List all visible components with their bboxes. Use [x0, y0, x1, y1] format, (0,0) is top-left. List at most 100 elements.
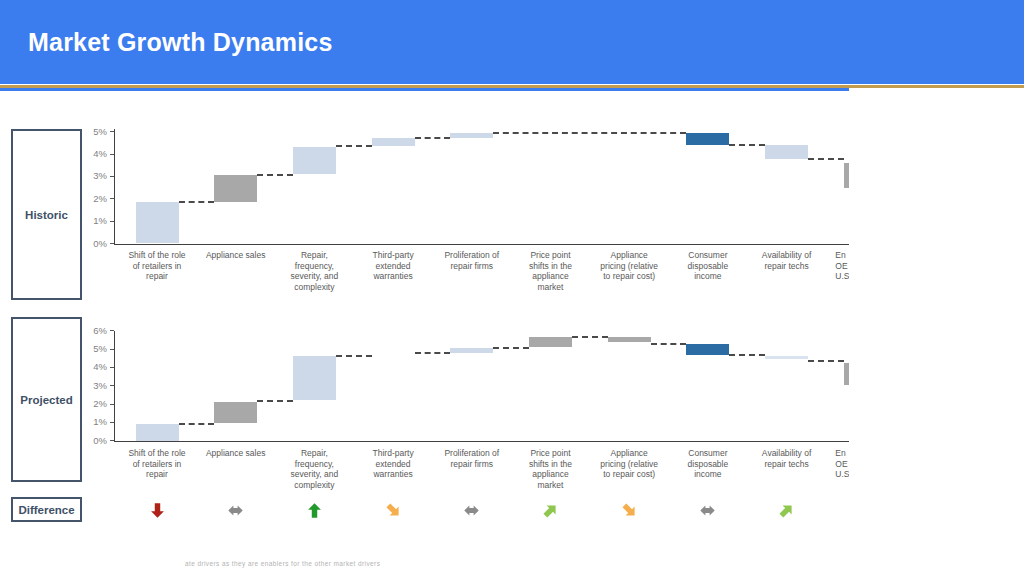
x-axis-Historic [114, 244, 850, 246]
category-label: Price pointshifts in theappliancemarket [511, 448, 590, 490]
category-label-line: En [835, 448, 849, 459]
category-label-line: Availability of [747, 250, 826, 261]
category-label: Appliance sales [196, 250, 275, 261]
category-label: Appliancepricing (relativeto repair cost… [590, 448, 669, 480]
header-bar: Market Growth Dynamics [0, 0, 1024, 84]
waterfall-bar [136, 202, 179, 243]
y-tick-Projected [110, 422, 114, 423]
category-label: Third-partyextendedwarranties [354, 250, 433, 282]
waterfall-connector [493, 132, 686, 134]
slide: Market Growth Dynamics Historic Projecte… [0, 0, 1024, 576]
category-label-line: Price point [511, 250, 590, 261]
category-label: Availability ofrepair techs [747, 448, 826, 469]
down-arrow-icon [149, 502, 166, 519]
waterfall-connector [729, 354, 765, 356]
y-tick-label-Historic: 3% [75, 171, 107, 181]
waterfall-bar [136, 424, 179, 440]
category-label: Consumerdisposableincome [669, 448, 748, 480]
y-tick-label-Projected: 4% [75, 362, 107, 372]
chart-area: Historic Projected Difference 5%4%3%2%1%… [0, 129, 849, 523]
historic-row-label-box: Historic [11, 129, 82, 300]
category-label-line: shifts in the [511, 459, 590, 470]
y-axis-Projected [114, 331, 116, 442]
down-right-arrow-icon [621, 502, 638, 519]
y-tick-label-Historic: 5% [75, 129, 107, 137]
category-label: Shift of the roleof retailers inrepair [118, 250, 197, 282]
category-label-line: complexity [275, 480, 354, 491]
y-tick-Historic [110, 243, 114, 244]
category-label-line: Repair, [275, 448, 354, 459]
y-tick-Projected [110, 440, 114, 441]
waterfall-connector [415, 352, 451, 354]
category-label: Third-partyextendedwarranties [354, 448, 433, 480]
historic-label: Historic [25, 209, 68, 221]
projected-label: Projected [20, 394, 72, 406]
category-label: Proliferation ofrepair firms [433, 448, 512, 469]
category-label-line: income [669, 469, 748, 480]
blue-divider-line [0, 88, 849, 91]
difference-label: Difference [18, 504, 74, 516]
category-label-line: Appliance sales [196, 448, 275, 459]
category-label-line: Third-party [354, 250, 433, 261]
waterfall-connector [808, 158, 844, 160]
waterfall-bar [844, 363, 849, 385]
y-tick-label-Historic: 2% [75, 194, 107, 204]
category-label-line: repair firms [433, 261, 512, 272]
slide-title: Market Growth Dynamics [28, 28, 333, 57]
up-right-arrow-icon [542, 502, 559, 519]
y-tick-Historic [110, 154, 114, 155]
category-label-line: U.S [835, 469, 849, 480]
left-right-arrow-icon [699, 502, 716, 519]
up-arrow-icon [306, 502, 323, 519]
category-label-line: Proliferation of [433, 250, 512, 261]
waterfall-bar [372, 138, 415, 146]
category-label: Repair,frequency,severity, andcomplexity [275, 448, 354, 490]
category-label-line: Price point [511, 448, 590, 459]
category-label-line: warranties [354, 271, 433, 282]
category-label-line: extended [354, 261, 433, 272]
waterfall-bar [608, 337, 651, 342]
waterfall-bar [214, 402, 257, 423]
x-axis-Projected [114, 441, 850, 443]
y-tick-Projected [110, 367, 114, 368]
category-label-line: market [511, 282, 590, 293]
waterfall-bar [529, 337, 572, 347]
waterfall-bar [214, 175, 257, 202]
y-tick-Projected [110, 404, 114, 405]
category-label-line: Availability of [747, 448, 826, 459]
waterfall-connector [257, 400, 293, 402]
waterfall-bar [450, 133, 493, 139]
category-label-line: to repair cost) [590, 271, 669, 282]
left-right-arrow-icon [227, 502, 244, 519]
y-tick-label-Projected: 6% [75, 326, 107, 336]
category-label-line: appliance [511, 271, 590, 282]
category-label-line: repair firms [433, 459, 512, 470]
down-right-arrow-icon [385, 502, 402, 519]
y-tick-Projected [110, 385, 114, 386]
category-label-line: Consumer [669, 448, 748, 459]
category-label: Shift of the roleof retailers inrepair [118, 448, 197, 480]
waterfall-bar [765, 145, 808, 158]
waterfall-bar [293, 147, 336, 174]
waterfall-connector [179, 201, 215, 203]
waterfall-bar [293, 356, 336, 401]
category-label: EnOEU.S [835, 448, 849, 480]
waterfall-bar [844, 163, 849, 188]
projected-row-label-box: Projected [11, 317, 82, 482]
waterfall-connector [415, 137, 451, 139]
y-axis-Historic [114, 129, 116, 245]
footnote-text: ate drivers as they are enablers for the… [185, 560, 380, 567]
category-label-line: En [835, 250, 849, 261]
category-label: Price pointshifts in theappliancemarket [511, 250, 590, 292]
category-label-line: of retailers in [118, 459, 197, 470]
category-label: Appliancepricing (relativeto repair cost… [590, 250, 669, 282]
category-label-line: Consumer [669, 250, 748, 261]
up-right-arrow-icon [778, 502, 795, 519]
category-label-line: Appliance sales [196, 250, 275, 261]
category-label-line: disposable [669, 261, 748, 272]
category-label-line: Shift of the role [118, 250, 197, 261]
y-tick-Historic [110, 176, 114, 177]
category-label: EnOEU.S [835, 250, 849, 282]
waterfall-connector [651, 343, 687, 345]
category-label-line: appliance [511, 469, 590, 480]
